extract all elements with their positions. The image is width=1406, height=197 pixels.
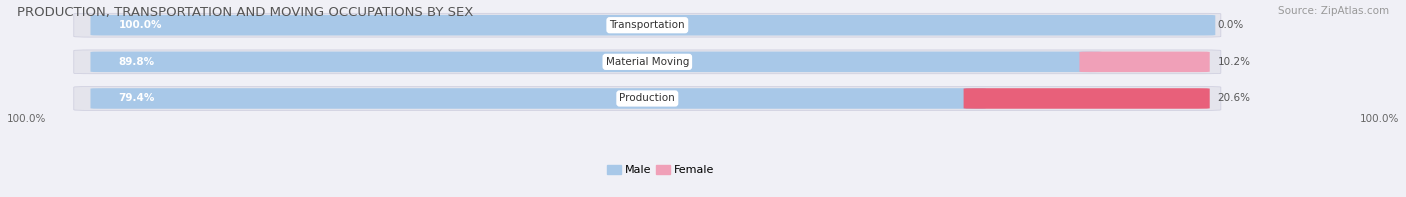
Text: 100.0%: 100.0% — [1360, 114, 1399, 124]
Text: 79.4%: 79.4% — [118, 93, 155, 103]
Text: 10.2%: 10.2% — [1218, 57, 1250, 67]
Text: Production: Production — [620, 93, 675, 103]
Legend: Male, Female: Male, Female — [603, 160, 718, 180]
FancyBboxPatch shape — [1080, 52, 1209, 72]
Text: 89.8%: 89.8% — [118, 57, 155, 67]
FancyBboxPatch shape — [963, 88, 1209, 109]
Text: 100.0%: 100.0% — [118, 20, 162, 30]
Text: Transportation: Transportation — [610, 20, 685, 30]
FancyBboxPatch shape — [90, 15, 1215, 35]
Text: Material Moving: Material Moving — [606, 57, 689, 67]
FancyBboxPatch shape — [73, 13, 1220, 37]
Text: 100.0%: 100.0% — [7, 114, 46, 124]
Text: 20.6%: 20.6% — [1218, 93, 1250, 103]
FancyBboxPatch shape — [90, 88, 986, 109]
Text: Source: ZipAtlas.com: Source: ZipAtlas.com — [1278, 6, 1389, 16]
FancyBboxPatch shape — [73, 50, 1220, 74]
FancyBboxPatch shape — [73, 86, 1220, 110]
Text: 0.0%: 0.0% — [1218, 20, 1244, 30]
Text: PRODUCTION, TRANSPORTATION AND MOVING OCCUPATIONS BY SEX: PRODUCTION, TRANSPORTATION AND MOVING OC… — [17, 6, 474, 19]
FancyBboxPatch shape — [90, 52, 1102, 72]
